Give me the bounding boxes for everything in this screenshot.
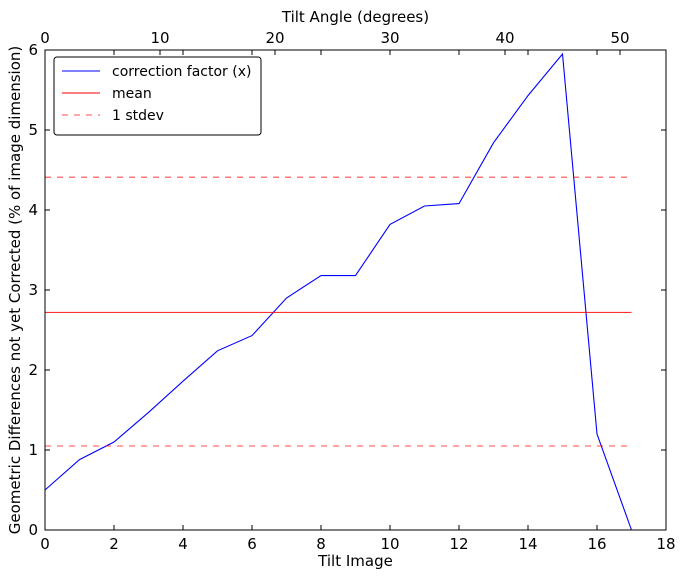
x-tick-label: 12 <box>449 535 468 553</box>
legend-label: 1 stdev <box>112 108 164 124</box>
series-line-1 <box>44 52 633 531</box>
top-tick-label: 20 <box>265 29 284 47</box>
x-tick-label: 4 <box>178 535 188 553</box>
legend-box <box>53 56 262 136</box>
x-tick-label: 2 <box>109 535 119 553</box>
x-tick-label: 0 <box>40 535 50 553</box>
y-axis-title: Geometric Differences not yet Corrected … <box>6 46 24 535</box>
y-tick-label: 6 <box>28 41 38 59</box>
y-tick-label: 4 <box>28 201 38 219</box>
series-layer <box>44 52 633 531</box>
x-tick-label: 8 <box>316 535 326 553</box>
x-tick-label: 6 <box>247 535 257 553</box>
x-tick-label: 18 <box>656 535 675 553</box>
legend: correction factor (x) mean 1 stdev <box>53 56 262 136</box>
y-tick-label: 5 <box>28 121 38 139</box>
top-tick-label: 10 <box>150 29 169 47</box>
x-axis-title: Tilt Image <box>317 552 393 570</box>
x-tick-label: 16 <box>587 535 606 553</box>
y-tick-label: 3 <box>28 281 38 299</box>
y-tick-label: 2 <box>28 361 38 379</box>
top-tick-label: 50 <box>610 29 629 47</box>
top-tick-label: 30 <box>380 29 399 47</box>
x-tick-label: 10 <box>380 535 399 553</box>
legend-label: correction factor (x) <box>112 64 251 80</box>
top-tick-label: 0 <box>40 29 50 47</box>
y-tick-label: 1 <box>28 441 38 459</box>
top-tick-label: 40 <box>495 29 514 47</box>
y-tick-label: 0 <box>28 521 38 539</box>
legend-label: mean <box>112 86 152 102</box>
top-axis-title: Tilt Angle (degrees) <box>281 8 429 26</box>
x-tick-label: 14 <box>518 535 537 553</box>
